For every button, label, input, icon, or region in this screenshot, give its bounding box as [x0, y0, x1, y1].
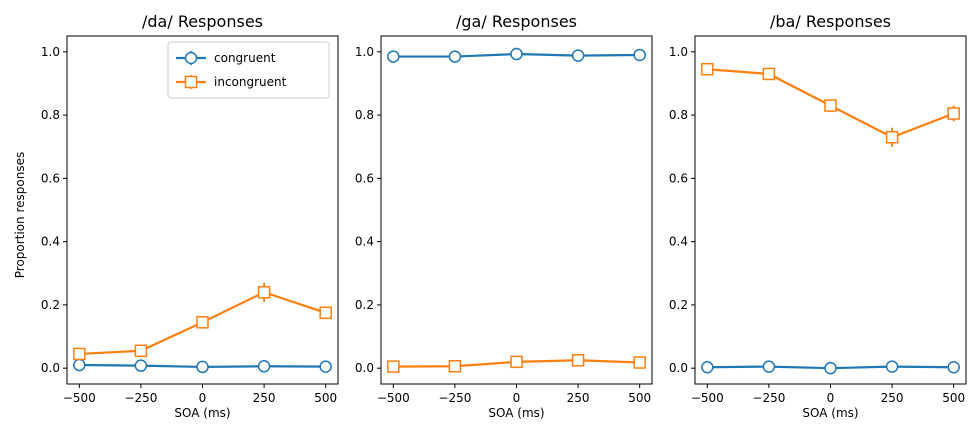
- x-tick-label: −500: [63, 391, 96, 405]
- x-tick-label: −500: [691, 391, 724, 405]
- y-tick-label: 1.0: [41, 45, 60, 59]
- legend-marker-congruent: [184, 51, 198, 65]
- panel-title: /da/ Responses: [142, 12, 263, 31]
- data-point-incongruent: [387, 360, 400, 373]
- y-tick-label: 1.0: [355, 45, 374, 59]
- data-point-incongruent: [510, 355, 523, 369]
- data-point-congruent: [387, 50, 400, 63]
- x-tick-label: 500: [628, 391, 651, 405]
- y-tick-label: 0.8: [41, 108, 60, 122]
- x-tick-label: 500: [314, 391, 337, 405]
- y-tick-label: 0.6: [669, 171, 688, 185]
- plot-frame: [380, 35, 653, 385]
- panel-2: /ga/ Responses −500 −250 0 250 500 0.0 0.2 0.4 0.…: [355, 12, 653, 420]
- data-point-congruent: [571, 49, 585, 62]
- x-axis-label: SOA (ms): [488, 406, 544, 420]
- y-tick-label: 0.4: [669, 235, 688, 249]
- y-tick-label: 0.4: [41, 235, 60, 249]
- y-tick-label: 0.0: [355, 361, 374, 375]
- y-axis-label: Proportion responses: [13, 152, 27, 279]
- y-tick-label: 0.8: [355, 108, 374, 122]
- panel-3: /ba/ Responses −500 −250 0 250 500 0.0 0.2 0.4 0.…: [669, 12, 967, 420]
- y-tick-label: 0.8: [669, 108, 688, 122]
- data-point-congruent: [762, 360, 776, 373]
- x-tick-label: −500: [377, 391, 410, 405]
- x-tick-label: −250: [752, 391, 785, 405]
- data-point-incongruent: [571, 354, 585, 367]
- x-axis-label: SOA (ms): [174, 406, 230, 420]
- x-tick-label: −250: [124, 391, 157, 405]
- x-tick-label: 0: [827, 391, 835, 405]
- data-point-incongruent: [319, 306, 332, 320]
- data-point-incongruent: [134, 344, 148, 358]
- data-point-incongruent: [257, 286, 271, 299]
- data-point-incongruent: [701, 62, 714, 76]
- panel-title: /ba/ Responses: [770, 12, 891, 31]
- data-point-congruent: [947, 360, 960, 374]
- x-tick-label: 250: [881, 391, 904, 405]
- x-axis-label: SOA (ms): [802, 406, 858, 420]
- data-point-congruent: [885, 360, 899, 373]
- legend: congruent incongruent: [167, 41, 330, 99]
- x-tick-label: 250: [567, 391, 590, 405]
- legend-box: [167, 41, 330, 99]
- plot-frame: [694, 35, 967, 385]
- data-point-incongruent: [762, 67, 776, 81]
- data-point-incongruent: [824, 99, 837, 112]
- data-point-congruent: [257, 360, 271, 373]
- x-tick-label: 0: [199, 391, 207, 405]
- data-point-congruent: [134, 359, 148, 372]
- data-point-incongruent: [73, 347, 86, 361]
- data-point-incongruent: [633, 356, 646, 369]
- legend-marker-incongruent: [184, 75, 198, 89]
- data-point-congruent: [196, 360, 209, 374]
- data-point-incongruent: [885, 130, 899, 144]
- data-point-congruent: [73, 358, 86, 372]
- data-point-congruent: [633, 48, 646, 62]
- y-tick-label: 0.4: [355, 235, 374, 249]
- data-point-congruent: [448, 50, 462, 63]
- y-tick-label: 0.0: [41, 361, 60, 375]
- data-point-congruent: [701, 360, 714, 374]
- panels: /da/ Responses −500 −250 0 250 500 0.0 0.2 0.4 0.…: [41, 12, 967, 420]
- legend-label-incongruent: incongruent: [214, 75, 287, 89]
- x-tick-label: 250: [253, 391, 276, 405]
- data-point-congruent: [824, 361, 837, 375]
- y-tick-label: 0.2: [669, 298, 688, 312]
- y-tick-label: 0.6: [355, 171, 374, 185]
- x-tick-label: 0: [513, 391, 521, 405]
- legend-label-congruent: congruent: [214, 51, 276, 65]
- data-point-incongruent: [947, 107, 960, 120]
- data-point-incongruent: [196, 316, 209, 329]
- data-point-congruent: [319, 360, 332, 373]
- y-tick-label: 0.2: [355, 298, 374, 312]
- panel-1: /da/ Responses −500 −250 0 250 500 0.0 0.2 0.4 0.…: [41, 12, 339, 420]
- y-tick-label: 0.6: [41, 171, 60, 185]
- x-tick-label: −250: [438, 391, 471, 405]
- x-tick-label: 500: [942, 391, 965, 405]
- y-tick-label: 0.2: [41, 298, 60, 312]
- panel-title: /ga/ Responses: [456, 12, 577, 31]
- y-tick-label: 0.0: [669, 361, 688, 375]
- y-tick-label: 1.0: [669, 45, 688, 59]
- data-point-incongruent: [448, 360, 462, 373]
- data-point-congruent: [510, 47, 523, 61]
